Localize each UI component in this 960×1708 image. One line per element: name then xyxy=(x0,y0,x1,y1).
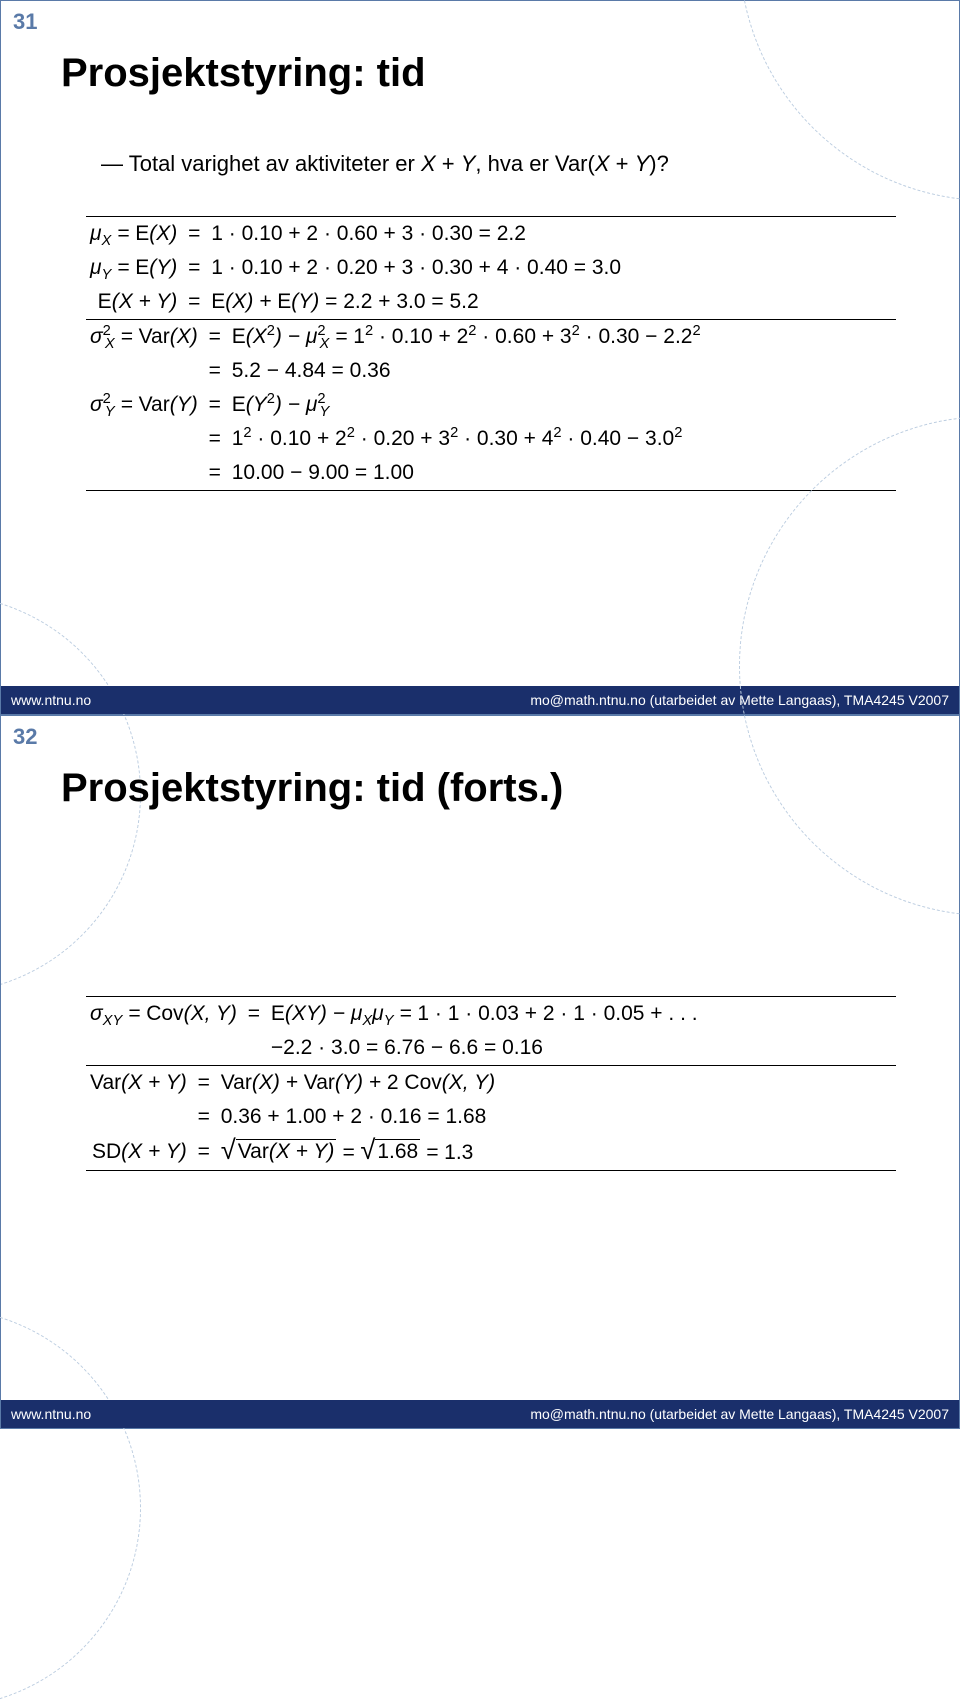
slide-footer: www.ntnu.no mo@math.ntnu.no (utarbeidet … xyxy=(1,1400,959,1428)
rule xyxy=(86,490,896,491)
slide-title: Prosjektstyring: tid xyxy=(61,51,426,96)
footer-left: www.ntnu.no xyxy=(11,692,91,708)
eq-row: μX = E(X) = 1 · 0.10 + 2 · 0.60 + 3 · 0.… xyxy=(86,217,625,251)
eq-sign: = xyxy=(181,217,207,251)
eq-row: −2.2 · 3.0 = 6.76 − 6.6 = 0.16 xyxy=(86,1031,702,1065)
equation-table: σXY = Cov(X, Y) = E(XY) − μXμY = 1 · 1 ·… xyxy=(86,997,702,1065)
decorative-arc xyxy=(0,1308,141,1708)
eq-row: σ2X = Var(X) = E(X2) − μ2X = 12 · 0.10 +… xyxy=(86,320,705,354)
eq-row: σXY = Cov(X, Y) = E(XY) − μXμY = 1 · 1 ·… xyxy=(86,997,702,1031)
slide-31: 31 Prosjektstyring: tid — Total varighet… xyxy=(0,0,960,715)
eq-row: = 5.2 − 4.84 = 0.36 xyxy=(86,354,705,388)
footer-left: www.ntnu.no xyxy=(11,1406,91,1422)
eq-row: Var(X + Y) = Var(X) + Var(Y) + 2 Cov(X, … xyxy=(86,1066,499,1100)
eq-row: = 10.00 − 9.00 = 1.00 xyxy=(86,456,705,490)
footer-right: mo@math.ntnu.no (utarbeidet av Mette Lan… xyxy=(530,692,949,708)
bullet-text: — Total varighet av aktiviteter er X + Y… xyxy=(101,151,669,177)
slide-footer: www.ntnu.no mo@math.ntnu.no (utarbeidet … xyxy=(1,686,959,714)
equation-table: Var(X + Y) = Var(X) + Var(Y) + 2 Cov(X, … xyxy=(86,1066,499,1170)
page-number: 32 xyxy=(13,724,37,750)
eq-lhs: μX = E(X) xyxy=(86,217,181,251)
slide-32: 32 Prosjektstyring: tid (forts.) σXY = C… xyxy=(0,715,960,1429)
bullet-content: — Total varighet av aktiviteter er X + Y… xyxy=(101,151,669,176)
slide-title: Prosjektstyring: tid (forts.) xyxy=(61,766,563,811)
eq-row: σ2Y = Var(Y) = E(Y2) − μ2Y xyxy=(86,388,705,422)
footer-right: mo@math.ntnu.no (utarbeidet av Mette Lan… xyxy=(530,1406,949,1422)
eq-row: μY = E(Y) = 1 · 0.10 + 2 · 0.20 + 3 · 0.… xyxy=(86,251,625,285)
equation-table: μX = E(X) = 1 · 0.10 + 2 · 0.60 + 3 · 0.… xyxy=(86,217,625,319)
eq-row: SD(X + Y) = √Var(X + Y) = √1.68 = 1.3 xyxy=(86,1134,499,1170)
eq-rhs: 1 · 0.10 + 2 · 0.60 + 3 · 0.30 = 2.2 xyxy=(207,217,625,251)
decorative-arc xyxy=(739,0,960,201)
equation-block-1: μX = E(X) = 1 · 0.10 + 2 · 0.60 + 3 · 0.… xyxy=(86,216,896,491)
page-number: 31 xyxy=(13,9,37,35)
equation-table: σ2X = Var(X) = E(X2) − μ2X = 12 · 0.10 +… xyxy=(86,320,705,490)
eq-row: = 12 · 0.10 + 22 · 0.20 + 32 · 0.30 + 42… xyxy=(86,422,705,456)
rule xyxy=(86,1170,896,1171)
equation-block-2: σXY = Cov(X, Y) = E(XY) − μXμY = 1 · 1 ·… xyxy=(86,996,896,1171)
eq-row: E(X + Y) = E(X) + E(Y) = 2.2 + 3.0 = 5.2 xyxy=(86,285,625,319)
eq-row: = 0.36 + 1.00 + 2 · 0.16 = 1.68 xyxy=(86,1100,499,1134)
